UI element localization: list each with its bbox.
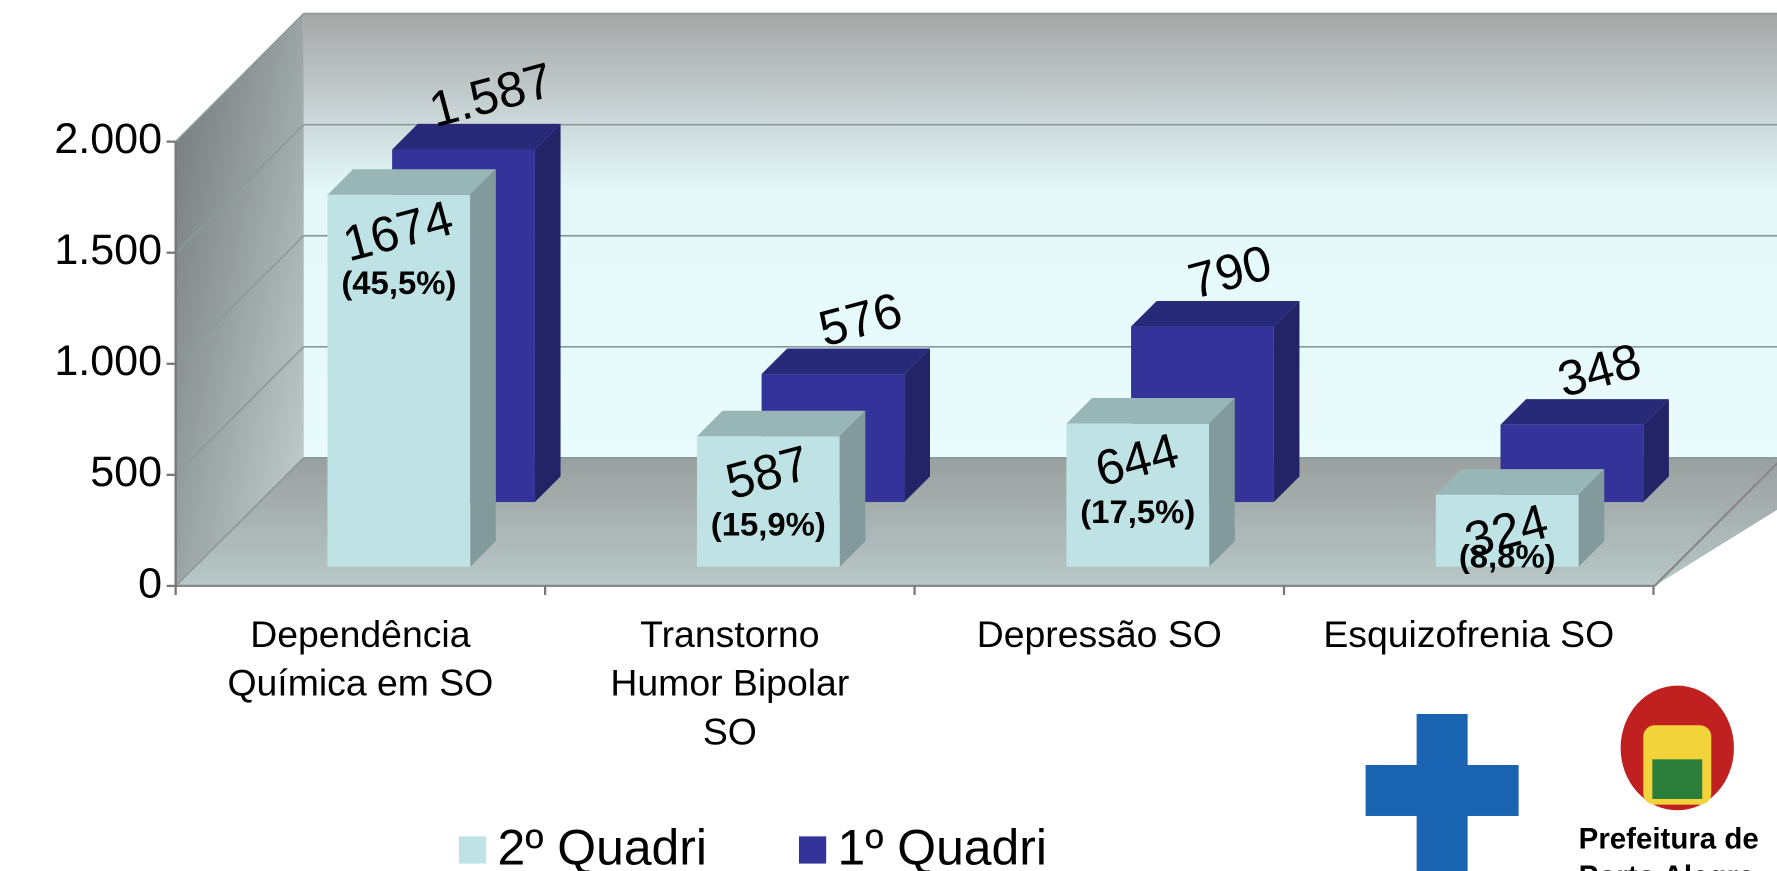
- bar-top: [696, 410, 866, 437]
- y-tick-label: 0: [138, 559, 162, 607]
- grid-line: [175, 457, 305, 587]
- x-tick-line: SO: [703, 710, 757, 752]
- percent-label: (15,9%): [711, 506, 826, 543]
- bar: [1435, 494, 1579, 567]
- legend-swatch: [798, 836, 827, 864]
- y-tick-label: 2.000: [54, 115, 162, 163]
- bar-top: [761, 348, 931, 375]
- x-tick-label: Depressão SO: [977, 613, 1222, 655]
- bar-side: [534, 123, 561, 503]
- x-tick-line: Dependência: [250, 613, 470, 655]
- bar-side: [904, 348, 931, 503]
- floor: [175, 457, 1777, 586]
- bar-top: [1131, 300, 1300, 327]
- x-tick-line: Esquizofrenia SO: [1323, 613, 1614, 655]
- bar-top: [1066, 398, 1235, 424]
- bar: [1066, 423, 1210, 567]
- bar-side: [1273, 300, 1300, 503]
- grid-line: [175, 12, 305, 143]
- grid-line: [175, 235, 305, 365]
- percent-label: (17,5%): [1080, 493, 1195, 530]
- bar-side: [1209, 398, 1235, 567]
- x-tick-line: Química em SO: [227, 662, 493, 704]
- legend-swatch: [458, 836, 487, 864]
- logo-crest: [1620, 685, 1734, 811]
- bar: [696, 436, 840, 567]
- bar-top: [1500, 399, 1669, 425]
- percent-label: (45,5%): [341, 264, 456, 301]
- bar-top: [392, 123, 561, 150]
- x-tick-line: Depressão SO: [977, 613, 1222, 655]
- percent-label: (8,8%): [1459, 537, 1556, 574]
- logo-text: Porto Alegre: [1579, 860, 1755, 871]
- y-tick-label: 500: [90, 448, 162, 496]
- bar-side: [470, 169, 496, 567]
- x-tick-label: Dependência Química em SO: [227, 613, 493, 704]
- x-tick-label: Transtorno Humor Bipolar SO: [610, 613, 849, 752]
- plot: Prefeitura de Porto Alegre 0 500 1.000 1.50…: [54, 12, 1777, 871]
- y-tick-label: 1.000: [54, 337, 162, 385]
- y-tick-label: 1.500: [54, 226, 162, 274]
- grid-line: [175, 346, 305, 476]
- floor-edge: [1653, 461, 1777, 587]
- legend-label: 1º Quadri: [838, 819, 1047, 871]
- bar: [327, 194, 471, 567]
- bar-top: [1435, 469, 1605, 495]
- bar-top: [327, 169, 496, 195]
- logo-text: Prefeitura de: [1579, 823, 1759, 856]
- x-tick-line: Transtorno: [640, 613, 819, 655]
- x-tick-line: Humor Bipolar: [610, 662, 849, 704]
- bar-side: [839, 410, 866, 567]
- bar-side: [1578, 469, 1605, 567]
- logo-cross: [1365, 713, 1519, 871]
- x-tick-label: Esquizofrenia SO: [1323, 613, 1614, 655]
- bar-side: [1643, 399, 1669, 503]
- legend-label: 2º Quadri: [498, 819, 707, 871]
- grid-line: [175, 124, 305, 254]
